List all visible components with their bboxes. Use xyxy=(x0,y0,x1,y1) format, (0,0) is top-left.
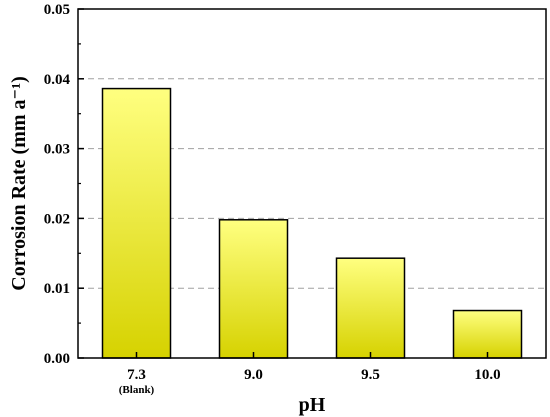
grid-lines xyxy=(78,78,546,289)
bar xyxy=(218,219,289,359)
x-tick-label: 9.0 xyxy=(244,367,263,383)
bar xyxy=(452,309,523,359)
x-tick-sublabel: (Blank) xyxy=(119,384,155,396)
y-tick-label: 0.05 xyxy=(44,2,70,18)
bars xyxy=(101,87,523,359)
y-tick-label: 0.01 xyxy=(44,281,70,297)
bar xyxy=(101,87,172,359)
x-tick-label: 10.0 xyxy=(474,367,500,383)
tick-labels: 0.00 0.01 0.02 0.03 0.04 0.05 7.3(Blank) 9.0 9.5… xyxy=(44,2,501,396)
y-axis-title: Corrosion Rate (mm a⁻¹) xyxy=(8,76,30,290)
axis-ticks xyxy=(78,8,489,359)
x-axis-title: pH xyxy=(299,394,326,416)
bar xyxy=(335,257,406,359)
y-tick-label: 0.00 xyxy=(44,351,70,367)
y-tick-label: 0.04 xyxy=(44,72,71,88)
y-tick-label: 0.02 xyxy=(44,211,70,227)
x-tick-label: 9.5 xyxy=(361,367,380,383)
y-tick-label: 0.03 xyxy=(44,142,70,158)
x-tick-label: 7.3 xyxy=(127,367,146,383)
